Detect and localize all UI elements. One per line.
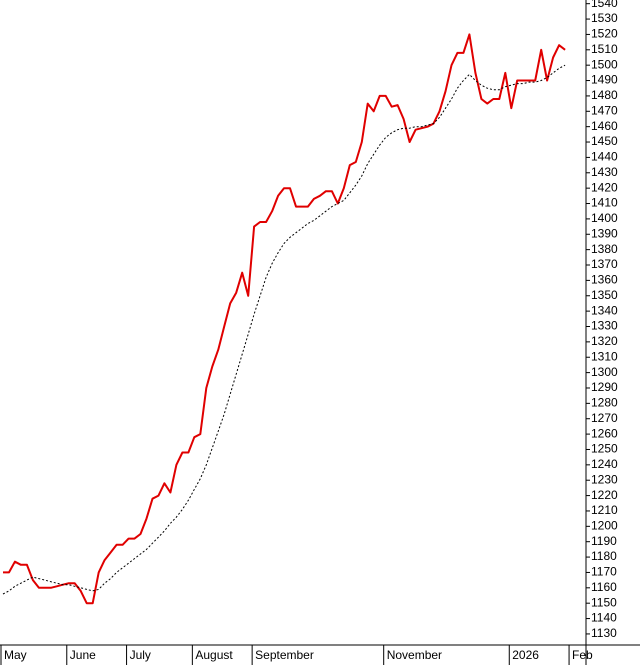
- y-tick-label: 1490: [591, 73, 618, 87]
- y-tick-label: 1350: [591, 288, 618, 302]
- series-line: [3, 33, 566, 605]
- x-tick-label: June: [70, 648, 96, 662]
- y-tick-label: 1210: [591, 503, 618, 517]
- y-tick-label: 1380: [591, 242, 618, 256]
- y-tick-label: 1340: [591, 303, 618, 317]
- x-tick-label: July: [130, 648, 151, 662]
- y-tick-label: 1470: [591, 103, 618, 117]
- y-tick-label: 1220: [591, 488, 618, 502]
- x-tick-label: May: [4, 648, 27, 662]
- y-tick-label: 1300: [591, 365, 618, 379]
- y-tick-label: 1440: [591, 150, 618, 164]
- y-tick-label: 1480: [591, 88, 618, 102]
- y-tick-label: 1530: [591, 11, 618, 25]
- y-tick-label: 1240: [591, 457, 618, 471]
- y-tick-label: 1250: [591, 442, 618, 456]
- x-tick-label: September: [255, 648, 314, 662]
- y-tick-label: 1190: [591, 534, 617, 548]
- y-tick-label: 1520: [591, 27, 618, 41]
- y-tick-label: 1320: [591, 334, 618, 348]
- y-tick-label: 1290: [591, 380, 618, 394]
- y-tick-label: 1270: [591, 411, 618, 425]
- y-tick-label: 1410: [591, 196, 618, 210]
- y-tick-label: 1150: [591, 595, 617, 609]
- y-tick-label: 1200: [591, 519, 618, 533]
- x-tick-label: August: [195, 648, 233, 662]
- y-tick-label: 1430: [591, 165, 618, 179]
- y-tick-label: 1500: [591, 57, 618, 71]
- y-tick-label: 1400: [591, 211, 618, 225]
- y-tick-label: 1450: [591, 134, 618, 148]
- y-tick-label: 1510: [591, 42, 618, 56]
- series-line: [2, 64, 566, 595]
- y-tick-label: 1130: [591, 626, 617, 640]
- y-tick-label: 1180: [591, 549, 617, 563]
- x-tick-label: November: [387, 648, 442, 662]
- y-tick-label: 1540: [591, 0, 618, 10]
- y-tick-label: 1330: [591, 319, 618, 333]
- y-tick-label: 1280: [591, 396, 618, 410]
- y-tick-label: 1140: [591, 611, 617, 625]
- y-tick-label: 1460: [591, 119, 618, 133]
- y-tick-label: 1160: [591, 580, 617, 594]
- y-tick-label: 1390: [591, 226, 618, 240]
- x-tick-label: Feb: [572, 648, 593, 662]
- y-tick-label: 1230: [591, 472, 618, 486]
- x-tick-label: 2026: [512, 648, 539, 662]
- y-tick-label: 1260: [591, 426, 618, 440]
- y-tick-label: 1360: [591, 273, 618, 287]
- y-tick-label: 1170: [591, 565, 617, 579]
- y-tick-label: 1420: [591, 180, 618, 194]
- y-tick-label: 1370: [591, 257, 618, 271]
- y-tick-label: 1310: [591, 349, 618, 363]
